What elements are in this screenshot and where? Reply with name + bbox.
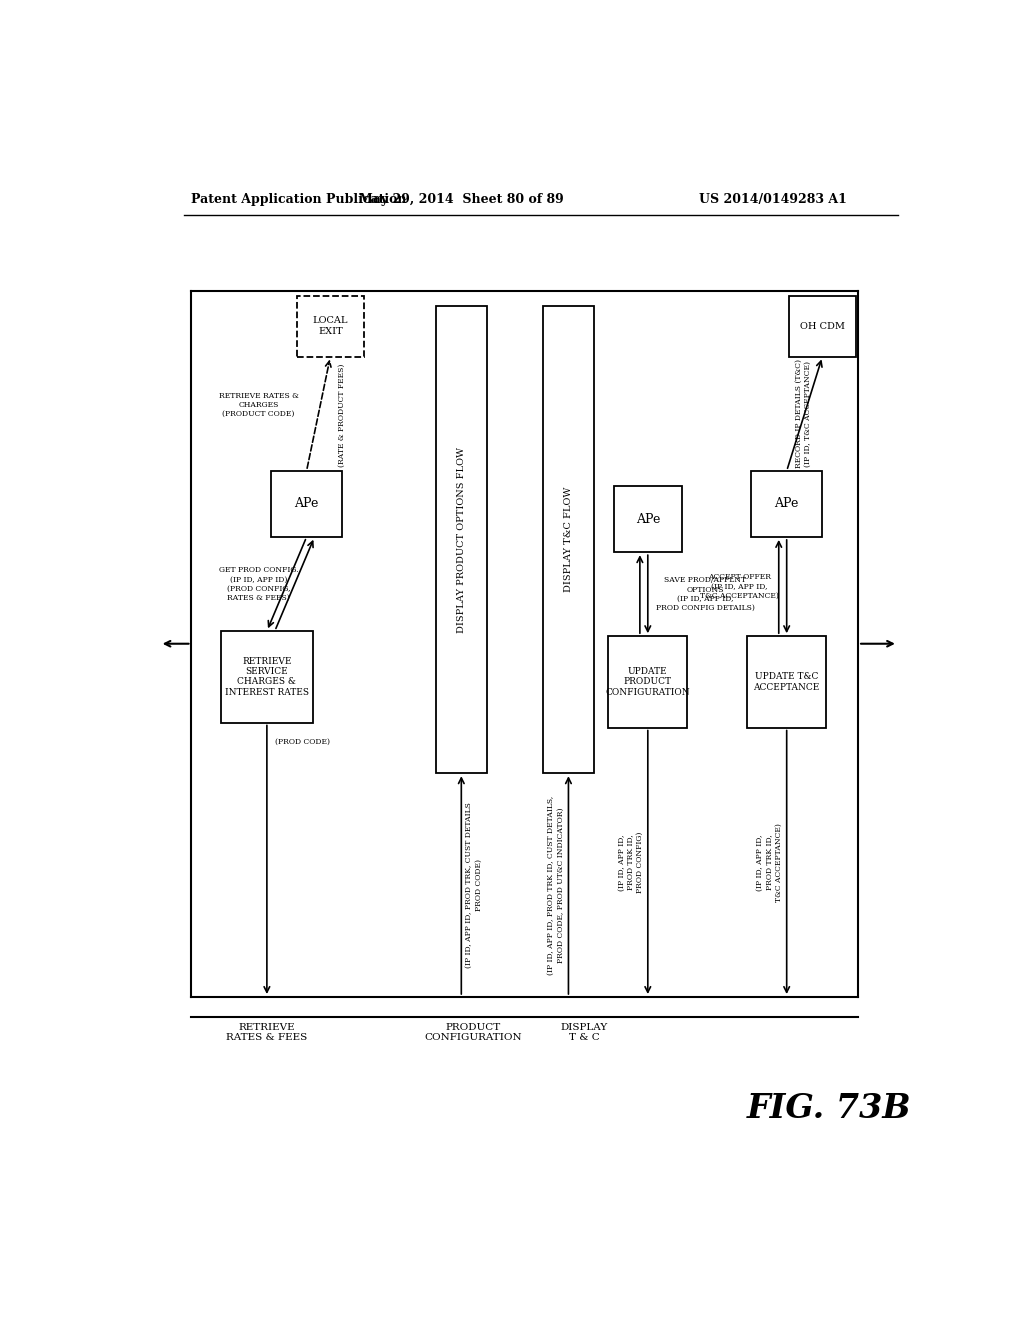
Text: PRODUCT
CONFIGURATION: PRODUCT CONFIGURATION: [424, 1023, 522, 1043]
Bar: [751, 471, 822, 537]
Bar: [788, 296, 856, 356]
Bar: [435, 306, 487, 774]
Text: (RATE & PRODUCT FEES): (RATE & PRODUCT FEES): [338, 363, 346, 467]
Text: ACCEPT OFFER
(IP ID, APP ID,
T&C ACCEPTANCE): ACCEPT OFFER (IP ID, APP ID, T&C ACCEPTA…: [699, 573, 778, 599]
Bar: [270, 471, 342, 537]
Text: RETRIEVE
RATES & FEES: RETRIEVE RATES & FEES: [226, 1023, 307, 1043]
Text: May 29, 2014  Sheet 80 of 89: May 29, 2014 Sheet 80 of 89: [359, 193, 563, 206]
Text: DISPLAY PRODUCT OPTIONS FLOW: DISPLAY PRODUCT OPTIONS FLOW: [457, 446, 466, 632]
Text: GET PROD CONFIG.
(IP ID, APP ID)
(PROD CONFIG,
RATES & FEES): GET PROD CONFIG. (IP ID, APP ID) (PROD C…: [219, 566, 299, 602]
Text: DISPLAY
T & C: DISPLAY T & C: [561, 1023, 608, 1043]
Text: (IP ID, APP ID, PROD TRK ID, CUST DETAILS,
PROD CODE, PROD UT&C INDICATOR): (IP ID, APP ID, PROD TRK ID, CUST DETAIL…: [547, 796, 564, 974]
Text: (PROD CODE): (PROD CODE): [274, 738, 330, 746]
Text: APe: APe: [774, 498, 799, 511]
Text: RECORD IP DETAILS (T&C)
(IP ID, T&C ACCEPTANCE): RECORD IP DETAILS (T&C) (IP ID, T&C ACCE…: [795, 359, 812, 469]
Text: Patent Application Publication: Patent Application Publication: [191, 193, 407, 206]
Text: (IP ID, APP ID,
PROD TRK ID,
PROD CONFIG): (IP ID, APP ID, PROD TRK ID, PROD CONFIG…: [617, 832, 644, 892]
Text: RETRIEVE RATES &
CHARGES
(PRODUCT CODE): RETRIEVE RATES & CHARGES (PRODUCT CODE): [219, 392, 299, 418]
Text: (IP ID, APP ID, PROD TRK, CUST DETAILS
PROD CODE): (IP ID, APP ID, PROD TRK, CUST DETAILS P…: [465, 803, 482, 968]
Text: DISPLAY T&C FLOW: DISPLAY T&C FLOW: [564, 487, 573, 593]
Text: US 2014/0149283 A1: US 2014/0149283 A1: [699, 193, 847, 206]
Text: FIG. 73B: FIG. 73B: [748, 1092, 911, 1125]
Text: OH CDM: OH CDM: [800, 322, 845, 330]
Bar: [614, 486, 682, 552]
Text: (IP ID, APP ID,
PROD TRK ID,
T&C ACCEPTANCE): (IP ID, APP ID, PROD TRK ID, T&C ACCEPTA…: [757, 822, 782, 902]
Text: UPDATE T&C
ACCEPTANCE: UPDATE T&C ACCEPTANCE: [754, 672, 820, 692]
Bar: [297, 296, 365, 356]
Bar: [608, 636, 687, 727]
Text: APe: APe: [294, 498, 318, 511]
Bar: [221, 631, 312, 722]
Bar: [746, 636, 826, 727]
Text: APe: APe: [636, 512, 660, 525]
Text: RETRIEVE
SERVICE
CHARGES &
INTEREST RATES: RETRIEVE SERVICE CHARGES & INTEREST RATE…: [225, 656, 309, 697]
Text: UPDATE
PRODUCT
CONFIGURATION: UPDATE PRODUCT CONFIGURATION: [605, 667, 690, 697]
Text: SAVE PROD/APPLNT
OPTIONS
(IP ID, APP ID,
PROD CONFIG DETAILS): SAVE PROD/APPLNT OPTIONS (IP ID, APP ID,…: [655, 577, 755, 612]
Bar: [543, 306, 594, 774]
Text: LOCAL
EXIT: LOCAL EXIT: [312, 317, 348, 335]
